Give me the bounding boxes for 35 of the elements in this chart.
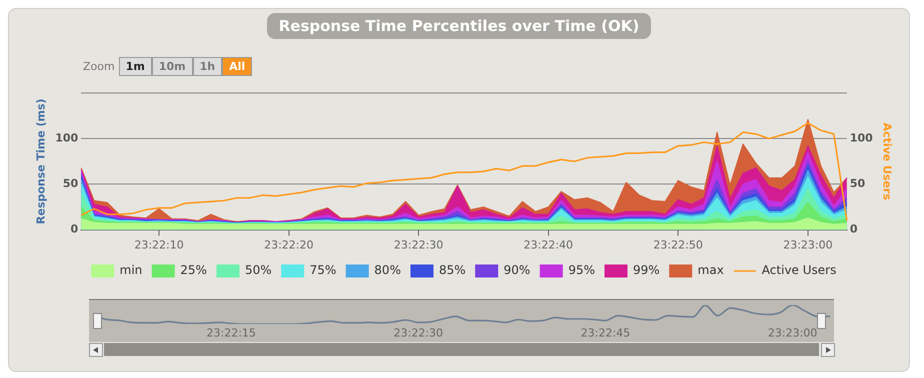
y-tick-label: 0 bbox=[70, 222, 79, 236]
legend-label: max bbox=[698, 263, 724, 278]
y2-tick-label: 0 bbox=[850, 222, 858, 236]
legend-label: 25% bbox=[180, 263, 207, 278]
text: Zoom bbox=[83, 60, 115, 73]
text: 1h bbox=[192, 57, 222, 76]
y-tick-label: 50 bbox=[62, 177, 79, 190]
legend-label: 90% bbox=[504, 263, 530, 278]
chart-title: Response Time Percentiles over Time (OK) bbox=[266, 13, 652, 39]
x-tick-label: 23:23:00 bbox=[768, 326, 818, 340]
y2-tick-label: 50 bbox=[850, 177, 866, 190]
y2-axis-title: Active Users bbox=[880, 122, 894, 201]
legend-label: min bbox=[120, 263, 142, 278]
text: All bbox=[222, 57, 252, 76]
x-tick-label: 23:22:30 bbox=[394, 326, 444, 340]
y-tick-label: 100 bbox=[55, 131, 78, 144]
text: 10m bbox=[152, 57, 193, 76]
x-tick-label: 23:22:20 bbox=[264, 238, 314, 252]
text: 1m bbox=[118, 57, 152, 76]
legend-label: 99% bbox=[632, 263, 660, 278]
legend-label: 95% bbox=[568, 263, 595, 278]
x-tick-label: 23:22:40 bbox=[524, 238, 574, 252]
x-tick-label: 23:23:00 bbox=[783, 238, 833, 252]
legend-label: 50% bbox=[244, 263, 272, 278]
legend-label: 85% bbox=[438, 263, 466, 278]
x-tick-label: 23:22:45 bbox=[580, 326, 630, 340]
legend-label: 80% bbox=[374, 263, 401, 278]
legend-label: Active Users bbox=[762, 263, 836, 278]
y2-tick-label: 100 bbox=[850, 131, 874, 144]
x-tick-label: 23:22:30 bbox=[394, 238, 444, 252]
x-tick-label: 23:22:50 bbox=[653, 238, 703, 252]
x-tick-label: 23:22:15 bbox=[206, 326, 256, 340]
legend-label: 75% bbox=[310, 263, 336, 278]
y-axis-title: Response Time (ms) bbox=[34, 98, 48, 224]
x-tick-label: 23:22:10 bbox=[134, 238, 184, 252]
